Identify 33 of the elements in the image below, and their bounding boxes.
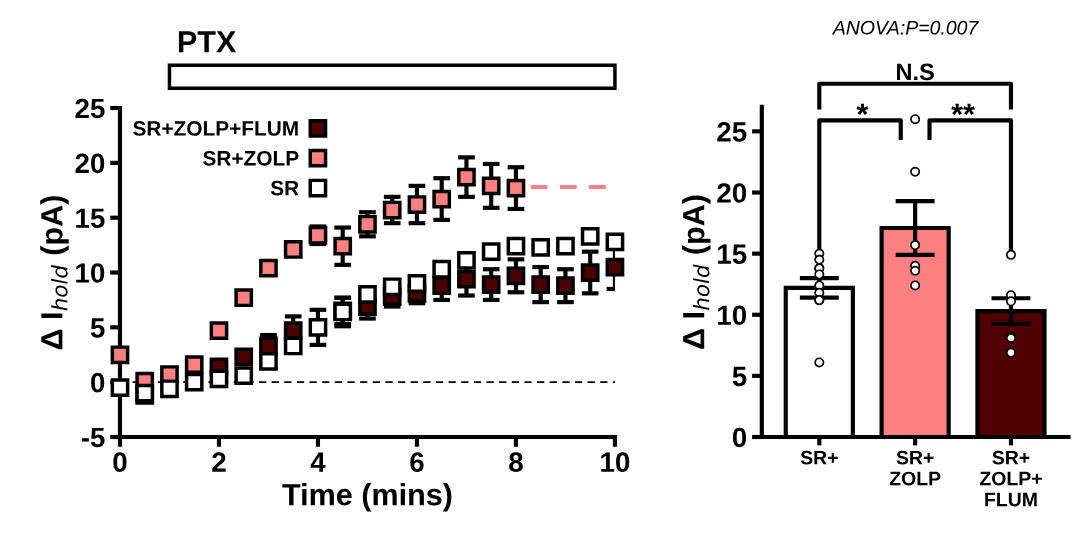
- y-tick-label: 5: [90, 318, 105, 338]
- annotation: *: [856, 103, 869, 116]
- x-axis-title: Time (mins): [282, 483, 452, 512]
- y-tick-label: -5: [81, 427, 105, 448]
- y-tick-label: 15: [76, 208, 105, 229]
- text: N.S: [897, 63, 934, 81]
- y-tick-label: 20: [75, 153, 105, 174]
- text: PTX: [178, 31, 237, 53]
- y-tick-label: 10: [76, 263, 105, 283]
- x-tick-label: 2: [212, 452, 226, 472]
- y-tick-label: 0: [91, 372, 105, 393]
- y-tick-label: 0: [732, 427, 747, 448]
- legend-label: SR+ZOLP+FLUM: [133, 121, 298, 136]
- legend-label: SR+ZOLP: [203, 150, 299, 166]
- y-tick-label: 5: [732, 366, 747, 387]
- y-tick-label: 10: [718, 305, 747, 326]
- x-tick-label: 10: [601, 452, 630, 472]
- x-tick-label: 8: [509, 452, 523, 472]
- y-tick-label: 25: [75, 98, 105, 119]
- x-tick-label: 4: [310, 452, 326, 472]
- y-axis-title: Δ I$_{hold}$ (pA): [682, 195, 711, 349]
- y-tick-label: 25: [717, 122, 747, 142]
- y-tick-label: 15: [718, 244, 747, 264]
- annotation: **: [951, 103, 975, 116]
- x-tick-label: 0: [113, 452, 127, 472]
- x-tick-label: SR+ ZOLP+ FLUM: [979, 450, 1042, 507]
- text: ANOVA:P=0.007: [831, 20, 979, 35]
- x-tick-label: SR+ ZOLP: [889, 450, 941, 486]
- y-tick-label: 20: [717, 183, 747, 203]
- legend-label: SR: [270, 180, 299, 196]
- x-tick-label: 6: [410, 452, 424, 472]
- y-axis-title: Δ I$_{hold}$ (pA): [40, 196, 69, 350]
- x-tick-label: SR+: [800, 450, 838, 465]
